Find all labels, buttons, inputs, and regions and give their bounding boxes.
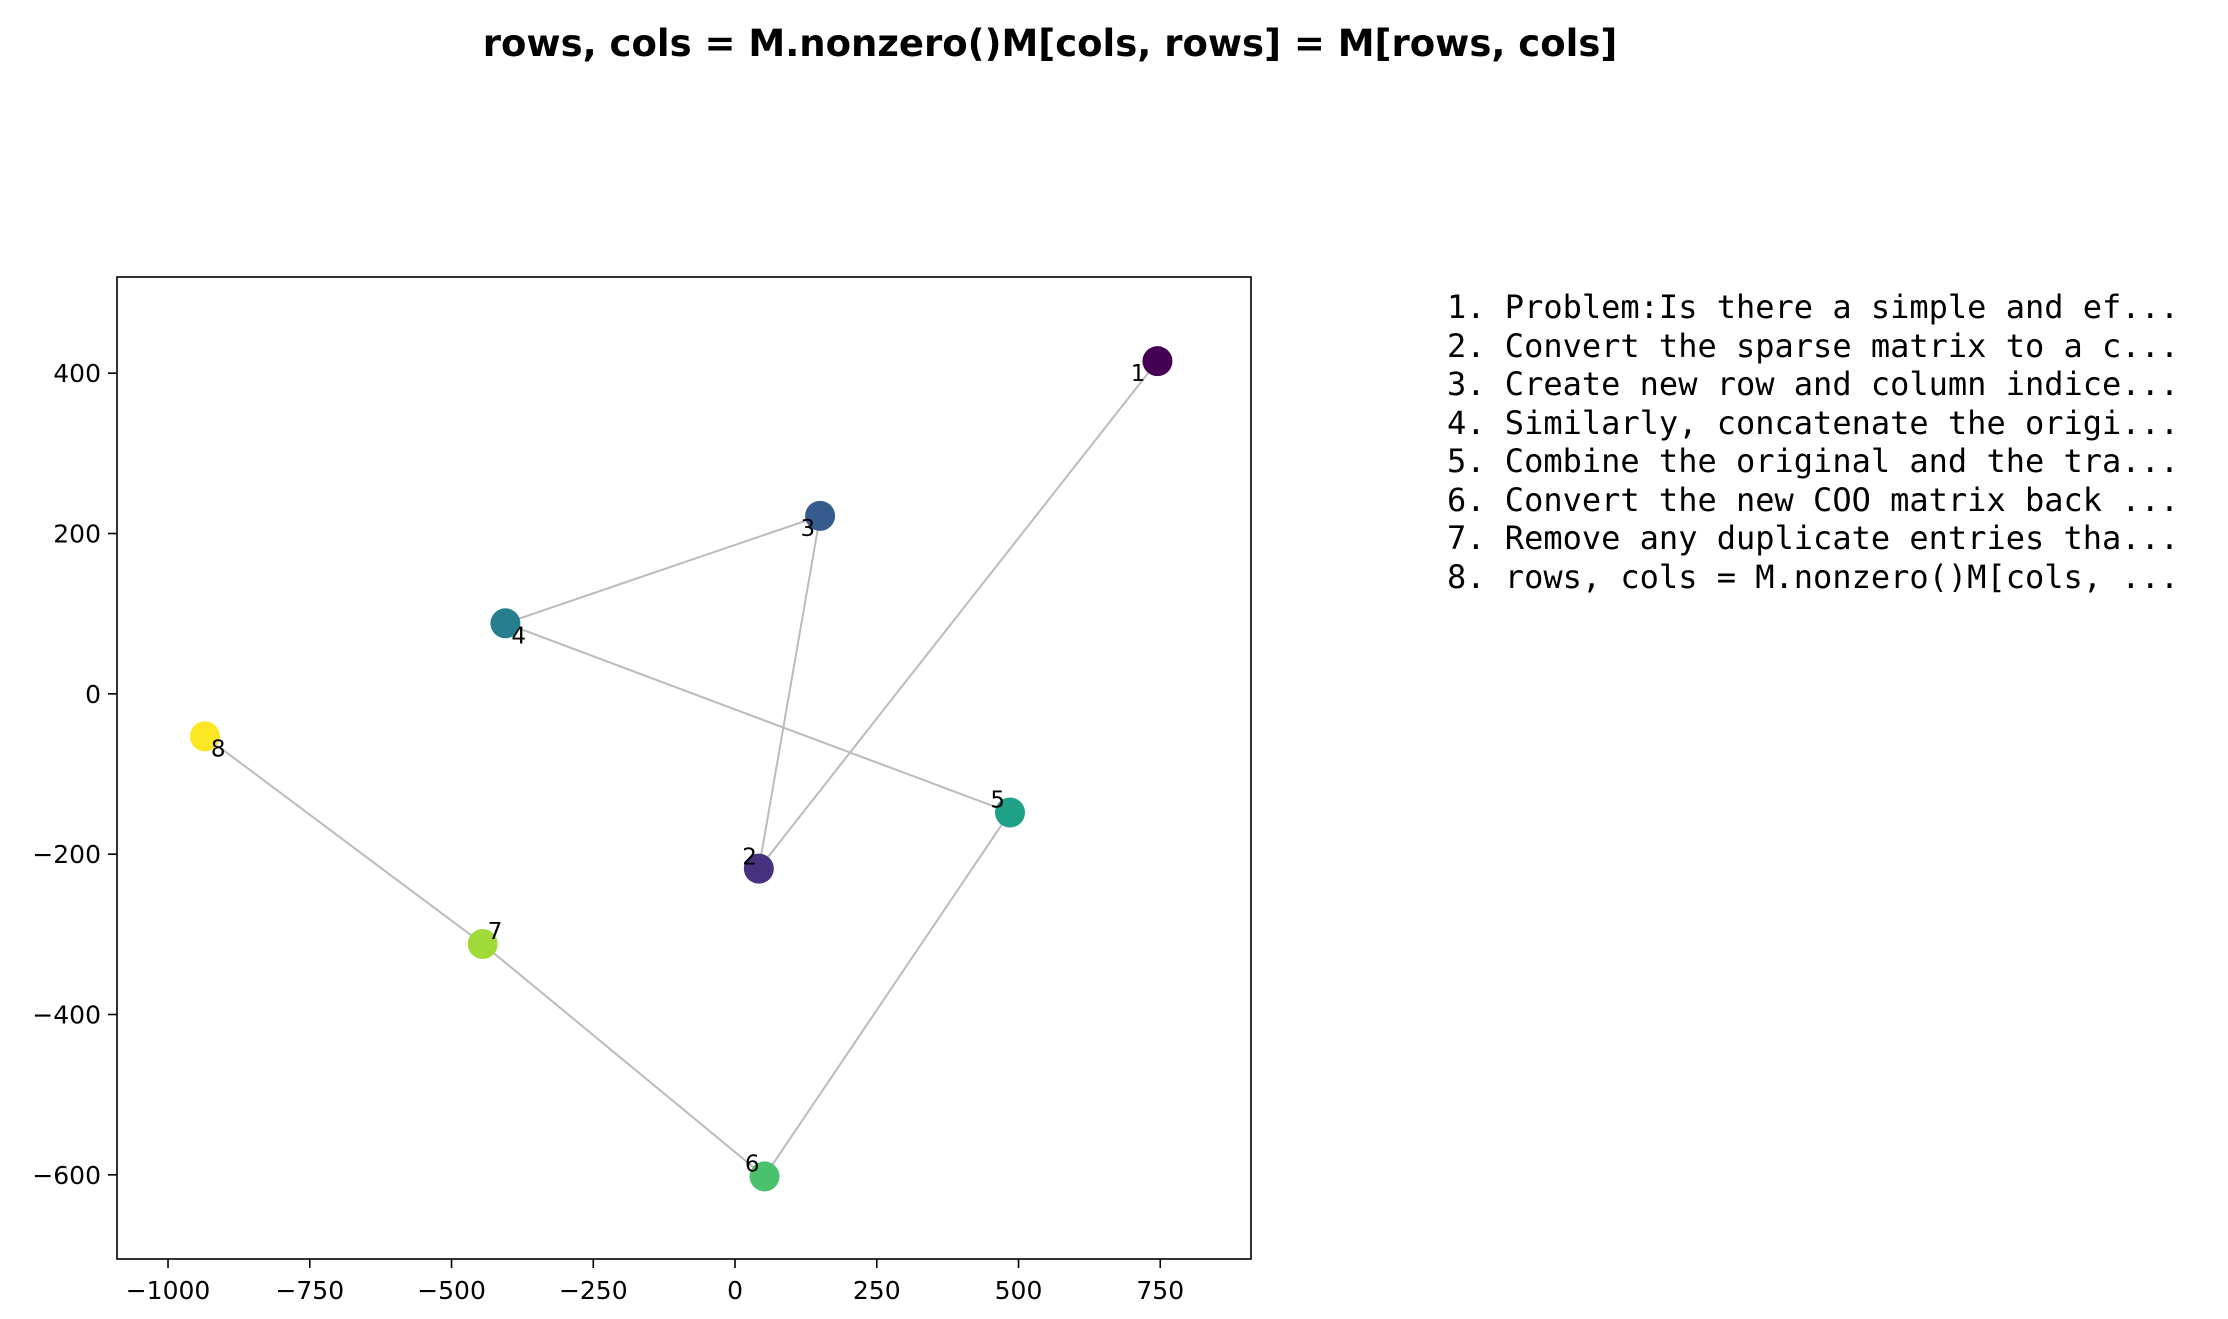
x-tick-label: 250 (853, 1276, 901, 1305)
path-edge (204, 735, 484, 945)
data-point (189, 721, 220, 752)
path-lines (204, 360, 1159, 1178)
data-point (743, 853, 774, 884)
steps-list: 1. Problem:Is there a simple and ef... 2.… (1447, 288, 2179, 596)
path-edge (482, 943, 766, 1178)
axes-frame (116, 276, 1252, 1260)
point-label: 3 (800, 516, 815, 542)
step-item: 3. Create new row and column indice... (1447, 365, 2180, 403)
data-point (749, 1161, 780, 1192)
point-label: 8 (211, 736, 226, 762)
x-tick-label: −250 (559, 1276, 628, 1305)
step-item: 4. Similarly, concatenate the origi... (1447, 403, 2180, 442)
data-point (995, 797, 1026, 828)
point-label: 6 (745, 1151, 760, 1177)
y-tick-label: −400 (32, 1001, 101, 1030)
point-label: 7 (488, 919, 503, 945)
y-tick-label: −600 (32, 1161, 101, 1190)
path-edge (758, 360, 1159, 870)
point-label: 1 (1131, 361, 1146, 387)
data-point (467, 928, 498, 959)
y-tick-label: 200 (53, 520, 101, 549)
point-label: 2 (742, 845, 757, 871)
point-label: 4 (511, 623, 526, 649)
x-tick-label: −750 (275, 1276, 344, 1305)
data-points (189, 346, 1173, 1192)
path-edge (763, 811, 1011, 1177)
step-item: 5. Combine the original and the tra... (1447, 442, 2180, 480)
point-label: 5 (990, 787, 1005, 813)
step-item: 8. rows, cols = M.nonzero()M[cols, ... (1447, 557, 2180, 596)
x-tick-label: 500 (995, 1276, 1043, 1305)
data-point (805, 500, 836, 531)
data-point (1142, 346, 1173, 377)
y-tick-label: −200 (32, 840, 101, 869)
data-point (490, 608, 521, 639)
y-tick-label: 0 (85, 680, 101, 709)
path-edge (505, 514, 821, 625)
x-axis-ticks: −1000 −750 −500 −250 0 250 500 750 (126, 1259, 1184, 1305)
path-edge (505, 622, 1011, 814)
x-tick-label: 0 (727, 1276, 743, 1305)
y-axis-ticks: −600 −400 −200 0 200 400 (32, 359, 117, 1190)
step-item: 7. Remove any duplicate entries tha... (1447, 519, 2180, 557)
chart-title: rows, cols = M.nonzero()M[cols, rows] = … (482, 22, 1618, 65)
path-edge (757, 515, 822, 869)
x-tick-label: −500 (417, 1276, 486, 1305)
x-tick-label: 750 (1136, 1276, 1184, 1305)
step-item: 6. Convert the new COO matrix back ... (1447, 480, 2180, 519)
x-tick-label: −1000 (126, 1276, 211, 1305)
y-tick-label: 400 (53, 359, 101, 388)
step-item: 1. Problem:Is there a simple and ef... (1447, 288, 2180, 326)
point-labels: 1 2 3 4 5 6 7 8 (211, 361, 1146, 1177)
step-item: 2. Convert the sparse matrix to a c... (1447, 326, 2180, 365)
